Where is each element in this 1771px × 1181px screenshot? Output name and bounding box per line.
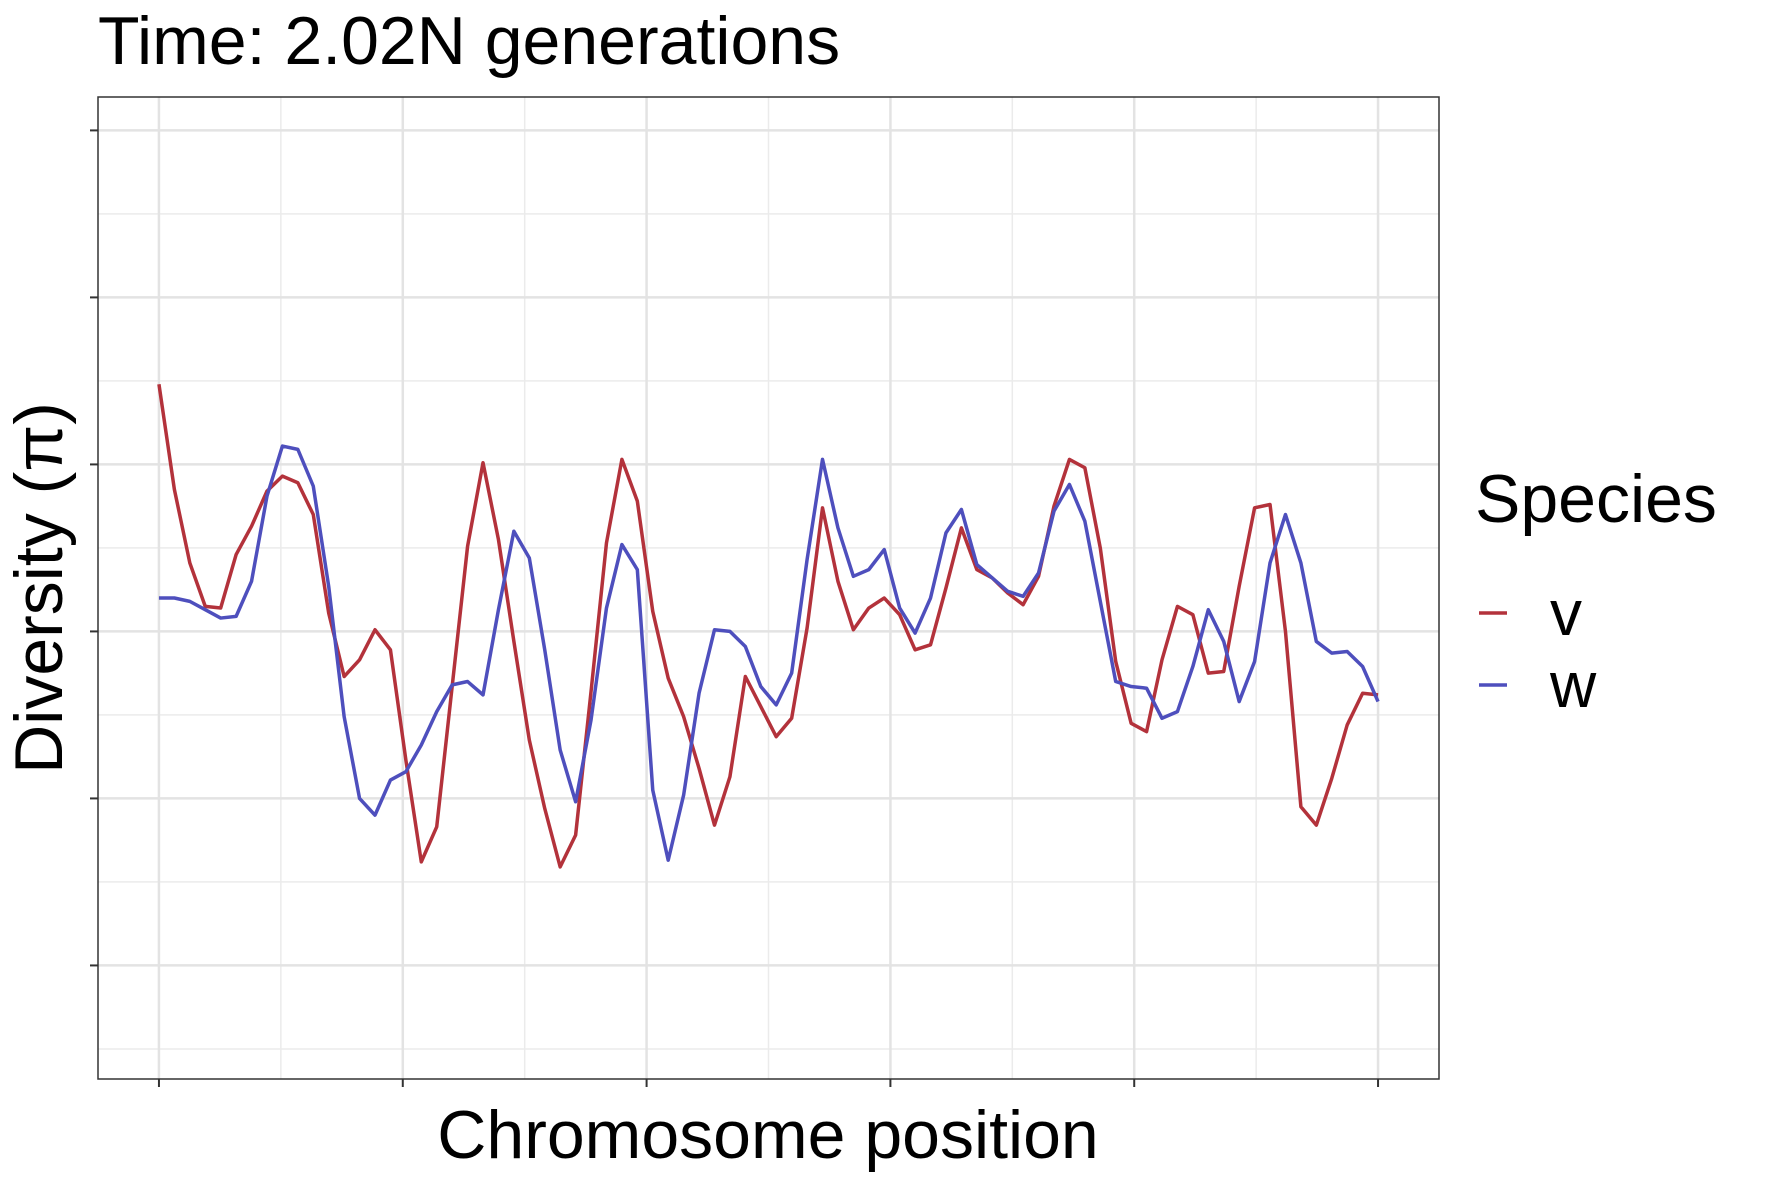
plot-area — [90, 96, 1440, 1087]
series-line — [157, 383, 1379, 869]
x-axis-title: Chromosome position — [437, 1097, 1098, 1173]
panel-border — [97, 96, 1440, 1080]
chart-title: Time: 2.02N generations — [98, 3, 840, 79]
series-line — [158, 444, 1380, 862]
legend-label: w — [1549, 649, 1597, 721]
legend-title: Species — [1475, 461, 1717, 537]
legend: vw — [1479, 577, 1597, 721]
legend-label: v — [1550, 577, 1582, 649]
y-axis-title: Diversity (π) — [1, 402, 77, 774]
